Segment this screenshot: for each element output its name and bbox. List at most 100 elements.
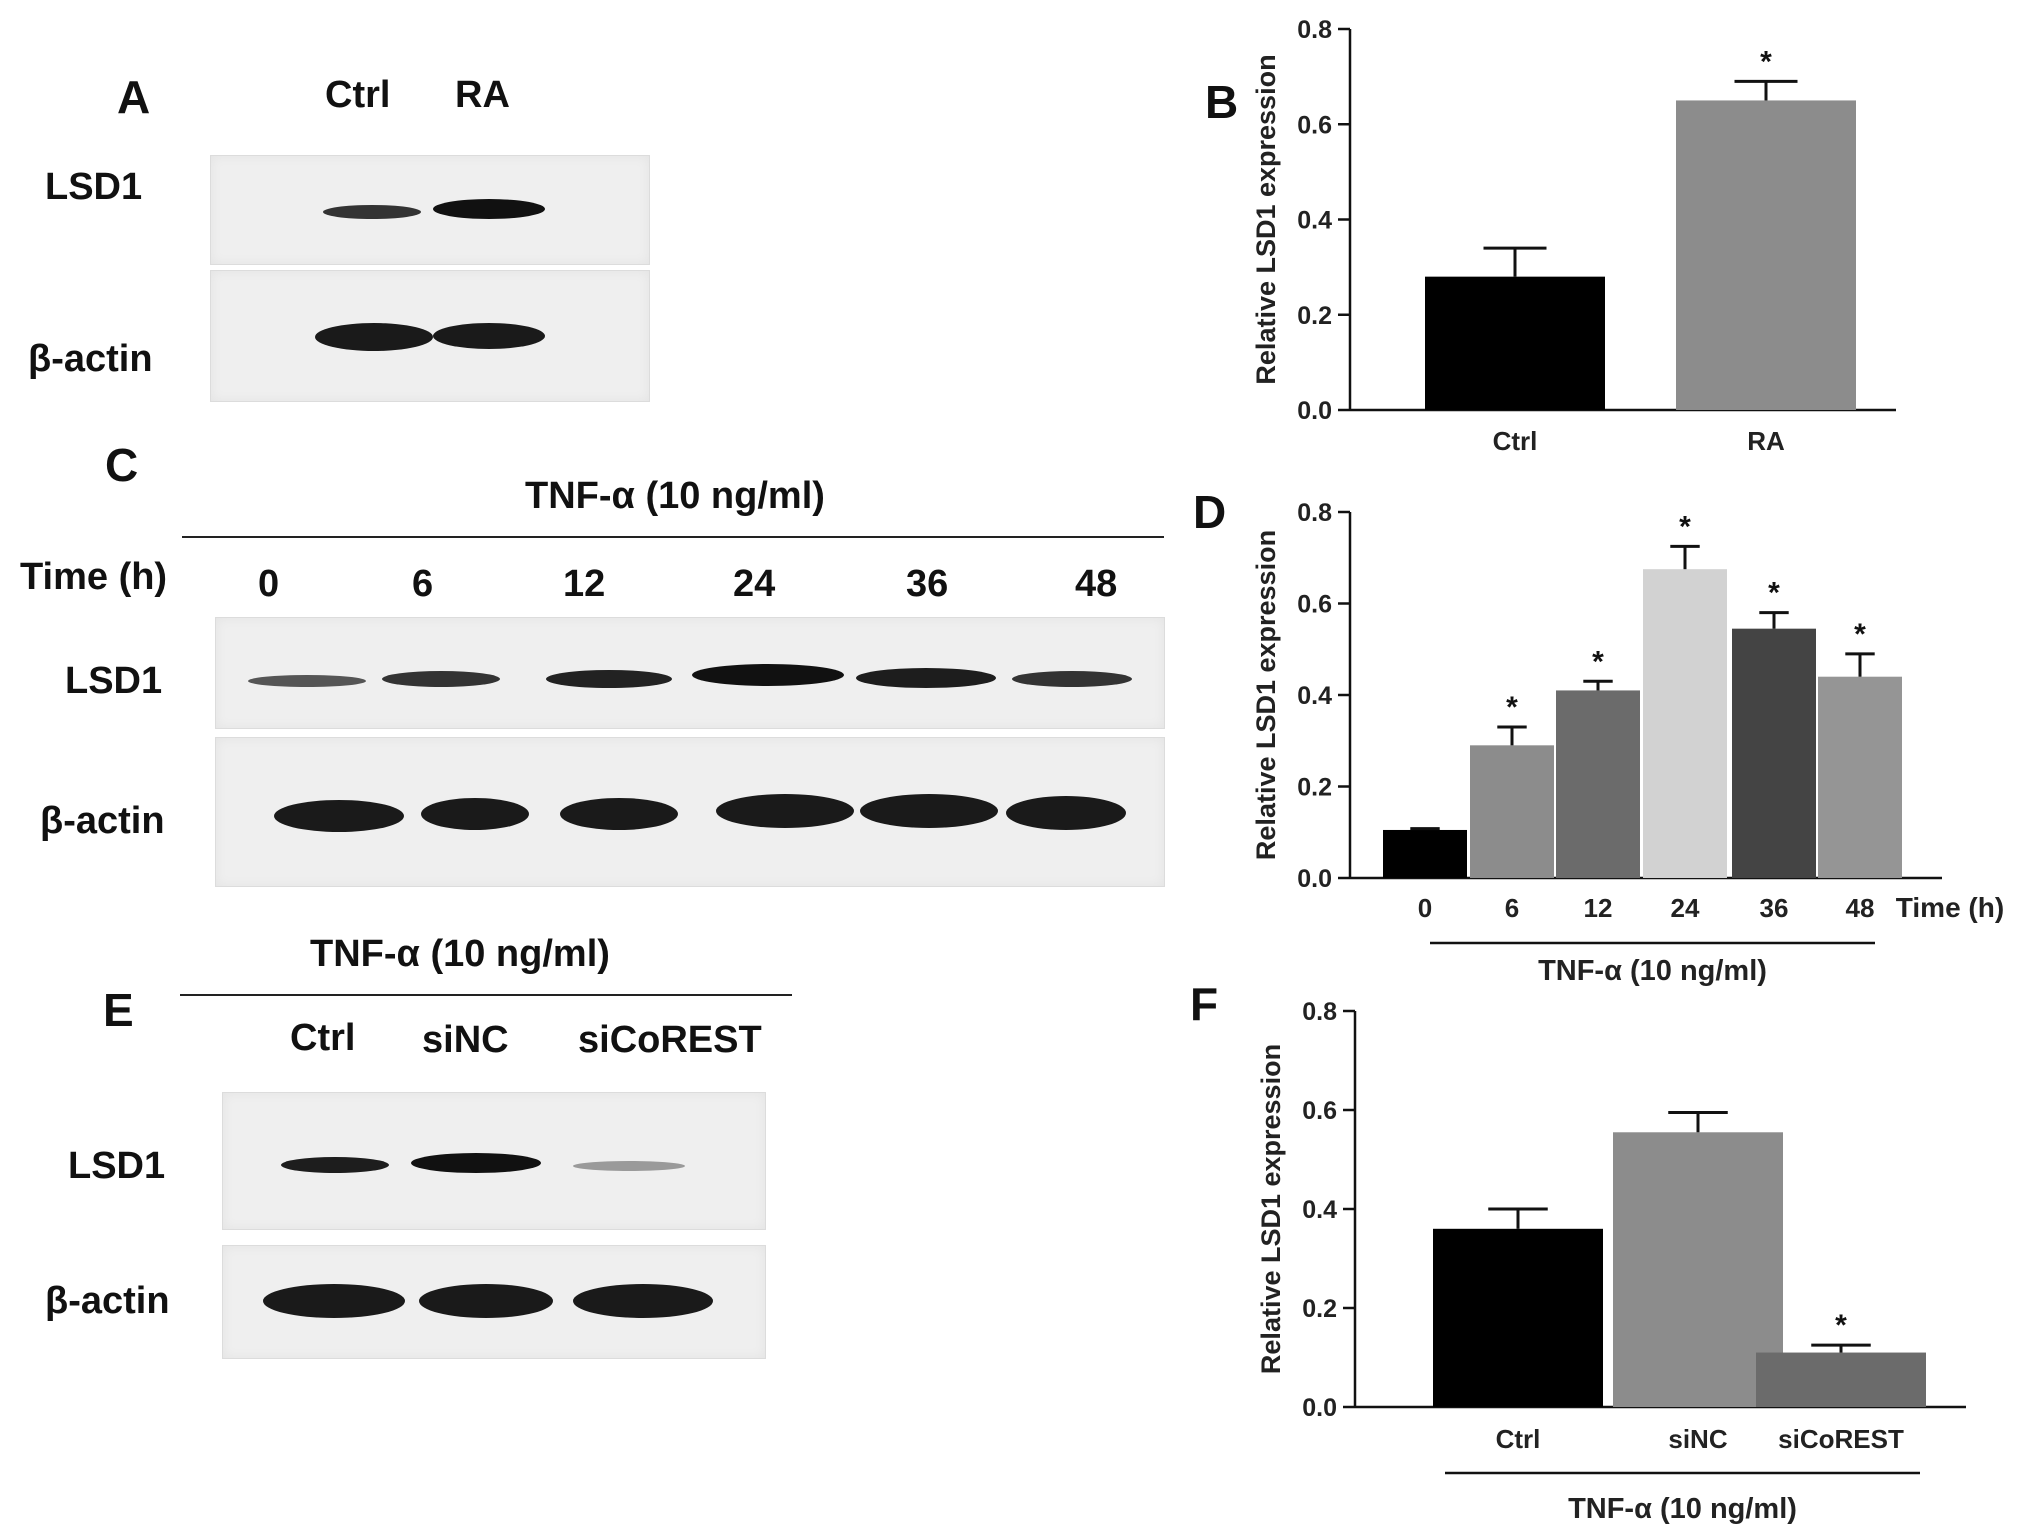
- chart-f-category-label: siNC: [1668, 1424, 1727, 1454]
- chart-f-y-tick-label: 0.6: [1302, 1097, 1337, 1125]
- chart-d-y-axis-label: Relative LSD1 expression: [1251, 530, 1281, 860]
- chart-b-significance-marker: *: [1760, 45, 1772, 78]
- blot-label-beta-actin: β-actin: [40, 800, 165, 842]
- blot-label-beta-actin: β-actin: [28, 338, 153, 380]
- blot-label-lsd1: LSD1: [65, 660, 163, 702]
- chart-d-bar: [1643, 569, 1727, 878]
- blot-band: [382, 671, 500, 687]
- lane-label-24h: 24: [733, 563, 776, 605]
- panel-letter-chart-f: F: [1190, 978, 1218, 1030]
- blot-band: [573, 1161, 685, 1171]
- chart-b-bar: [1676, 100, 1856, 410]
- western-blot-lsd1: [222, 1092, 766, 1230]
- chart-d-significance-marker: *: [1854, 618, 1866, 651]
- blot-band: [433, 323, 545, 349]
- chart-d-y-tick-label: 0.2: [1297, 774, 1332, 802]
- chart-d-category-label: 36: [1760, 893, 1789, 923]
- panel-letter-c: C: [105, 439, 139, 491]
- chart-b-bar: [1425, 276, 1605, 410]
- chart-d-y-tick-label: 0.8: [1297, 499, 1332, 527]
- chart-b-y-tick-label: 0.0: [1297, 397, 1332, 425]
- blot-band: [860, 794, 998, 828]
- chart-d-significance-marker: *: [1768, 577, 1780, 610]
- lane-label-12h: 12: [563, 563, 606, 605]
- chart-f-y-tick-label: 0.8: [1302, 998, 1337, 1026]
- condition-underline-c: [182, 536, 1164, 538]
- condition-underline-e: [180, 994, 792, 996]
- chart-b-category-label: Ctrl: [1493, 426, 1538, 456]
- chart-d-bar: [1383, 829, 1467, 878]
- lane-label-6h: 6: [412, 563, 434, 605]
- chart-d-group-label: TNF-α (10 ng/ml): [1538, 955, 1767, 987]
- chart-f-y-tick-label: 0.4: [1302, 1196, 1337, 1224]
- condition-label-c: TNF-α (10 ng/ml): [525, 475, 825, 517]
- blot-band: [281, 1157, 389, 1173]
- chart-b-y-tick-label: 0.6: [1297, 111, 1332, 139]
- blot-band: [1012, 671, 1132, 687]
- chart-d-bar: [1556, 690, 1640, 878]
- blot-band: [274, 800, 404, 832]
- chart-d-significance-marker: *: [1592, 645, 1604, 678]
- chart-b-category-label: RA: [1747, 426, 1785, 456]
- blot-band: [315, 323, 433, 351]
- chart-d-category-label: 48: [1846, 893, 1875, 923]
- chart-b-y-tick-label: 0.4: [1297, 207, 1332, 235]
- chart-b-y-tick-label: 0.2: [1297, 302, 1332, 330]
- blot-band: [560, 798, 678, 830]
- chart-d-bar: [1470, 745, 1554, 878]
- chart-f-bar: [1433, 1228, 1603, 1407]
- blot-band: [856, 668, 996, 688]
- chart-d-x-axis-label: Time (h): [1896, 892, 2004, 923]
- chart-d-category-label: 24: [1671, 893, 1700, 923]
- panel-letter-e: E: [103, 984, 134, 1036]
- blot-band: [716, 794, 854, 828]
- time-label: Time (h): [20, 556, 168, 598]
- blot-band: [419, 1284, 553, 1318]
- chart-b-y-axis-label: Relative LSD1 expression: [1251, 54, 1281, 384]
- chart-d-significance-marker: *: [1679, 510, 1691, 543]
- western-blot-beta-actin: [210, 270, 650, 402]
- western-blot-lsd1: [215, 617, 1165, 729]
- chart-f-y-tick-label: 0.0: [1302, 1394, 1337, 1422]
- lane-label-sinc: siNC: [422, 1019, 509, 1061]
- chart-f-bar: [1756, 1352, 1926, 1407]
- condition-label-e: TNF-α (10 ng/ml): [310, 933, 610, 975]
- chart-d-bar: [1818, 676, 1902, 878]
- chart-f-bar: [1613, 1132, 1783, 1407]
- blot-label-beta-actin: β-actin: [45, 1280, 170, 1322]
- blot-band: [546, 670, 672, 688]
- blot-band: [421, 798, 529, 830]
- lane-label-48h: 48: [1075, 563, 1118, 605]
- western-blot-beta-actin: [222, 1245, 766, 1359]
- blot-label-lsd1: LSD1: [68, 1145, 166, 1187]
- blot-band: [323, 205, 421, 219]
- blot-label-lsd1: LSD1: [45, 166, 143, 208]
- chart-f-y-tick-label: 0.2: [1302, 1295, 1337, 1323]
- lane-label-0h: 0: [258, 563, 280, 605]
- western-blot-lsd1: [210, 155, 650, 265]
- lane-label-36h: 36: [906, 563, 949, 605]
- lane-label-ctrl: Ctrl: [325, 74, 391, 116]
- lane-label-sicorest: siCoREST: [578, 1019, 762, 1061]
- panel-letter-a: A: [117, 71, 151, 123]
- chart-d-significance-marker: *: [1506, 691, 1518, 724]
- chart-d-category-label: 0: [1418, 893, 1432, 923]
- chart-b-y-tick-label: 0.8: [1297, 16, 1332, 44]
- chart-d-y-tick-label: 0.4: [1297, 682, 1332, 710]
- chart-d-category-label: 6: [1505, 893, 1519, 923]
- lane-label-ra: RA: [455, 74, 510, 116]
- blot-band: [573, 1284, 713, 1318]
- panel-letter-chart-b: B: [1205, 76, 1238, 128]
- chart-d-category-label: 12: [1584, 893, 1613, 923]
- chart-f-y-axis-label: Relative LSD1 expression: [1256, 1044, 1286, 1374]
- blot-band: [248, 675, 366, 687]
- blot-band: [433, 199, 545, 219]
- lane-label-ctrl: Ctrl: [290, 1017, 356, 1059]
- chart-f-category-label: siCoREST: [1778, 1424, 1904, 1454]
- blot-band: [411, 1153, 541, 1173]
- panel-letter-chart-d: D: [1193, 486, 1226, 538]
- chart-d-bar: [1732, 628, 1816, 878]
- chart-f-category-label: Ctrl: [1496, 1424, 1541, 1454]
